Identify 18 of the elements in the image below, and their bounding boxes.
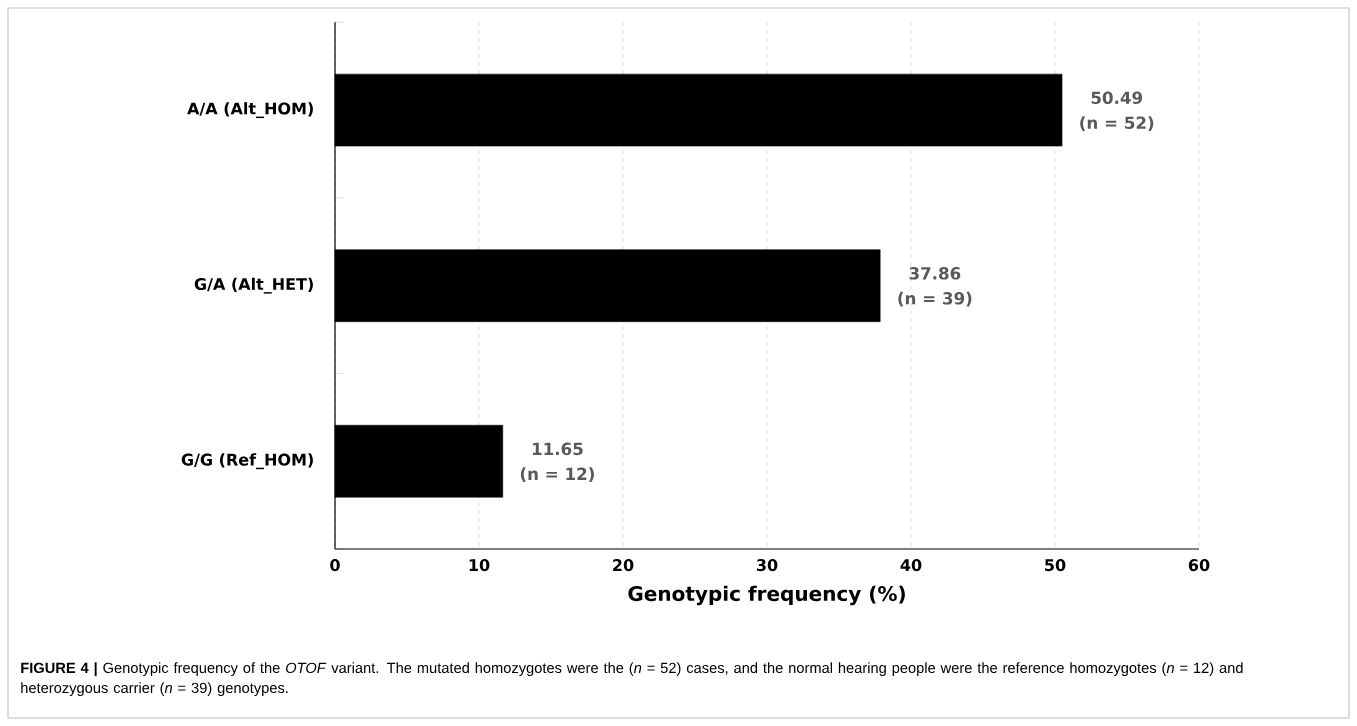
y-tick-label: A/A (Alt_HOM) (187, 102, 313, 119)
data-label: 37.86 (909, 267, 961, 280)
x-tick-label: 10 (469, 559, 490, 572)
x-tick-label: 30 (756, 559, 778, 572)
data-label: 50.49 (1091, 91, 1143, 105)
x-axis-title: Genotypic frequency (%) (628, 585, 905, 606)
x-tick-label: 60 (1188, 559, 1210, 572)
x-tick-label: 50 (1045, 559, 1066, 572)
x-tick-label: 0 (330, 559, 340, 572)
annotation: (n = 12) (520, 467, 594, 483)
y-tick-label: G/A (Alt_HET) (194, 277, 313, 294)
annotation: (n = 52) (1080, 116, 1154, 131)
x-tick-label: 20 (613, 559, 634, 572)
annotation: (n = 39) (898, 291, 972, 307)
text: FIGURE 4 | Genotypic frequency of the OTOF variant. The mutated homozygotes were the (n = 52) cases, and the normal hearing people were the reference homozygotes (n = 12) and heterozygous carrier (n = 39) genotypes. (21, 662, 1243, 696)
x-tick-label: 40 (900, 559, 922, 572)
y-tick-label: G/G (Ref_HOM) (181, 453, 313, 470)
data-label: 11.65 (532, 442, 583, 456)
